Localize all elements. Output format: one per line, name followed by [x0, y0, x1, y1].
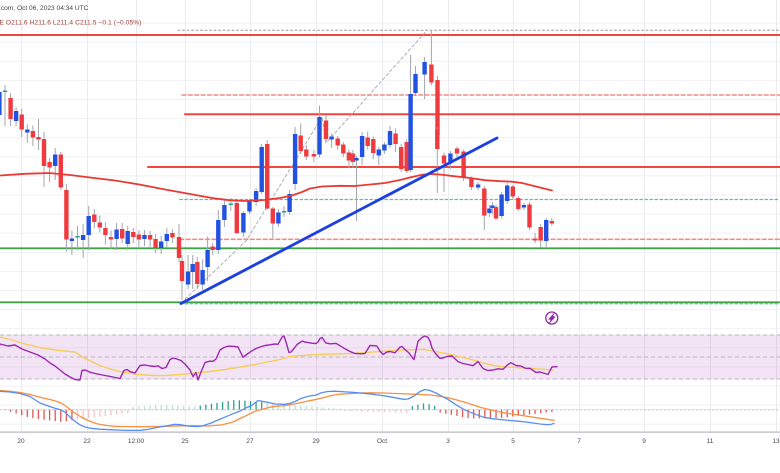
- svg-text:9: 9: [642, 438, 646, 445]
- svg-text:E O211.6 H211.6 L211.4 C21: E O211.6 H211.6 L211.4 C211.5 −0.1 (−0.0…: [0, 20, 142, 27]
- svg-text:22: 22: [83, 438, 91, 445]
- svg-text:7: 7: [577, 438, 581, 445]
- svg-text:Oct: Oct: [377, 438, 387, 445]
- svg-text:12:00: 12:00: [128, 438, 145, 445]
- svg-text:.com, Oct 06, 2023 04:34 UTC: .com, Oct 06, 2023 04:34 UTC: [0, 5, 89, 12]
- svg-text:11: 11: [707, 438, 714, 445]
- svg-text:27: 27: [246, 438, 254, 445]
- svg-text:20: 20: [17, 438, 25, 445]
- svg-text:13: 13: [772, 438, 780, 445]
- svg-text:5: 5: [511, 438, 515, 445]
- svg-text:3: 3: [446, 438, 450, 445]
- svg-text:29: 29: [312, 438, 320, 445]
- svg-text:25: 25: [181, 438, 189, 445]
